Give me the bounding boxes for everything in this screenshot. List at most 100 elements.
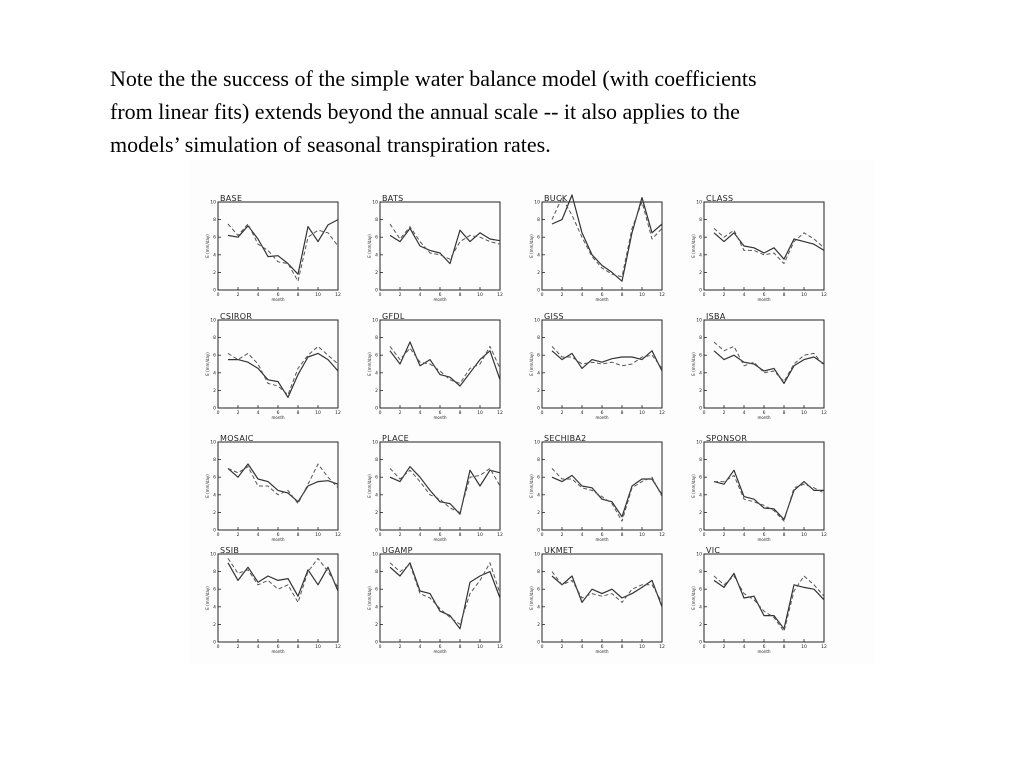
x-tick-label: 0 xyxy=(379,532,382,538)
panel: UGAMP 0 2 4 6 8 10 12 0 2 4 6 8 10 month E (mm/day) xyxy=(367,546,503,654)
y-tick-label: 2 xyxy=(375,622,378,628)
y-tick-label: 8 xyxy=(375,569,378,575)
solid-series-line xyxy=(713,350,825,384)
y-tick-label: 4 xyxy=(375,604,378,610)
y-tick-label: 8 xyxy=(375,217,378,223)
x-tick-label: 4 xyxy=(581,644,584,650)
x-tick-label: 0 xyxy=(541,644,544,650)
plot-frame xyxy=(703,201,825,291)
y-tick-label: 10 xyxy=(210,200,216,206)
panel: BATS 0 2 4 6 8 10 12 0 2 4 6 8 10 month E (mm/day) xyxy=(367,194,503,302)
plot-frame xyxy=(703,553,825,643)
panel: GFDL 0 2 4 6 8 10 12 0 2 4 6 8 10 month E (mm/day) xyxy=(367,312,503,420)
x-tick-label: 2 xyxy=(399,292,402,298)
x-tick-label: 8 xyxy=(621,292,624,298)
panel: SSIB 0 2 4 6 8 10 12 0 2 4 6 8 10 month E (mm/day) xyxy=(205,546,341,654)
x-tick-label: 2 xyxy=(237,532,240,538)
y-tick-label: 4 xyxy=(213,252,216,258)
y-tick-label: 4 xyxy=(699,604,702,610)
y-tick-label: 0 xyxy=(537,406,540,412)
plot-frame xyxy=(379,441,501,531)
y-tick-label: 6 xyxy=(537,235,540,241)
y-tick-label: 0 xyxy=(537,288,540,294)
panel-title: SSIB xyxy=(220,546,239,555)
y-tick-label: 0 xyxy=(213,406,216,412)
x-tick-label: 6 xyxy=(277,532,280,538)
y-tick-label: 8 xyxy=(699,217,702,223)
x-tick-label: 4 xyxy=(419,410,422,416)
x-tick-label: 10 xyxy=(315,410,321,416)
y-tick-label: 0 xyxy=(699,528,702,534)
x-axis-label: month xyxy=(272,297,285,302)
y-tick-label: 2 xyxy=(699,510,702,516)
y-tick-label: 4 xyxy=(375,492,378,498)
x-tick-label: 8 xyxy=(297,532,300,538)
x-tick-label: 4 xyxy=(257,410,260,416)
solid-series-line xyxy=(551,575,663,608)
panel-title: UKMET xyxy=(544,546,573,555)
y-tick-label: 4 xyxy=(699,370,702,376)
panel-title: CSIROR xyxy=(220,312,252,321)
x-tick-label: 12 xyxy=(497,410,503,416)
x-tick-label: 12 xyxy=(335,532,341,538)
y-tick-label: 0 xyxy=(699,406,702,412)
y-axis-label: E (mm/day) xyxy=(205,352,210,376)
y-axis-label: E (mm/day) xyxy=(691,586,696,610)
panel-title: UGAMP xyxy=(382,546,413,555)
x-tick-label: 8 xyxy=(459,292,462,298)
y-tick-label: 0 xyxy=(375,528,378,534)
x-tick-label: 6 xyxy=(439,644,442,650)
panel-title: MOSAIC xyxy=(220,434,254,443)
y-axis-label: E (mm/day) xyxy=(205,586,210,610)
y-tick-label: 2 xyxy=(699,388,702,394)
y-tick-label: 4 xyxy=(537,492,540,498)
x-tick-label: 6 xyxy=(439,532,442,538)
solid-series-line xyxy=(227,463,339,503)
y-tick-label: 8 xyxy=(213,217,216,223)
y-tick-label: 8 xyxy=(537,569,540,575)
y-tick-label: 2 xyxy=(375,388,378,394)
y-tick-label: 0 xyxy=(537,640,540,646)
x-tick-label: 0 xyxy=(703,532,706,538)
y-tick-label: 8 xyxy=(699,335,702,341)
solid-series-line xyxy=(713,572,825,630)
plot-frame xyxy=(379,201,501,291)
dashed-series-line xyxy=(227,463,339,505)
y-tick-label: 2 xyxy=(213,270,216,276)
plot-frame xyxy=(541,201,663,291)
x-tick-label: 4 xyxy=(581,292,584,298)
x-tick-label: 6 xyxy=(763,644,766,650)
plot-frame xyxy=(379,319,501,409)
y-tick-label: 4 xyxy=(537,370,540,376)
plot-frame xyxy=(217,441,339,531)
y-tick-label: 0 xyxy=(213,288,216,294)
x-axis-label: month xyxy=(272,415,285,420)
solid-series-line xyxy=(389,341,501,387)
solid-series-line xyxy=(713,232,825,260)
y-axis-label: E (mm/day) xyxy=(367,586,372,610)
panel-title: BASE xyxy=(220,194,242,203)
x-tick-label: 4 xyxy=(257,292,260,298)
x-tick-label: 0 xyxy=(703,410,706,416)
x-tick-label: 0 xyxy=(217,644,220,650)
caption-line-1: Note the the success of the simple water… xyxy=(110,66,757,91)
x-tick-label: 8 xyxy=(297,292,300,298)
caption: Note the the success of the simple water… xyxy=(110,62,980,161)
dashed-series-line xyxy=(389,562,501,625)
y-tick-label: 6 xyxy=(213,353,216,359)
y-tick-label: 8 xyxy=(699,457,702,463)
panel-title: VIC xyxy=(706,546,720,555)
x-tick-label: 6 xyxy=(601,532,604,538)
x-tick-label: 0 xyxy=(703,644,706,650)
x-tick-label: 0 xyxy=(217,532,220,538)
y-tick-label: 6 xyxy=(699,235,702,241)
y-axis-label: E (mm/day) xyxy=(367,474,372,498)
plot-frame xyxy=(541,441,663,531)
dashed-series-line xyxy=(551,346,663,369)
panel: PLACE 0 2 4 6 8 10 12 0 2 4 6 8 10 month E (mm/day) xyxy=(367,434,503,542)
y-tick-label: 0 xyxy=(213,640,216,646)
x-tick-label: 2 xyxy=(561,292,564,298)
panel: CLASS 0 2 4 6 8 10 12 0 2 4 6 8 10 month E (mm/day) xyxy=(691,194,827,302)
x-tick-label: 12 xyxy=(335,644,341,650)
solid-series-line xyxy=(227,562,339,597)
